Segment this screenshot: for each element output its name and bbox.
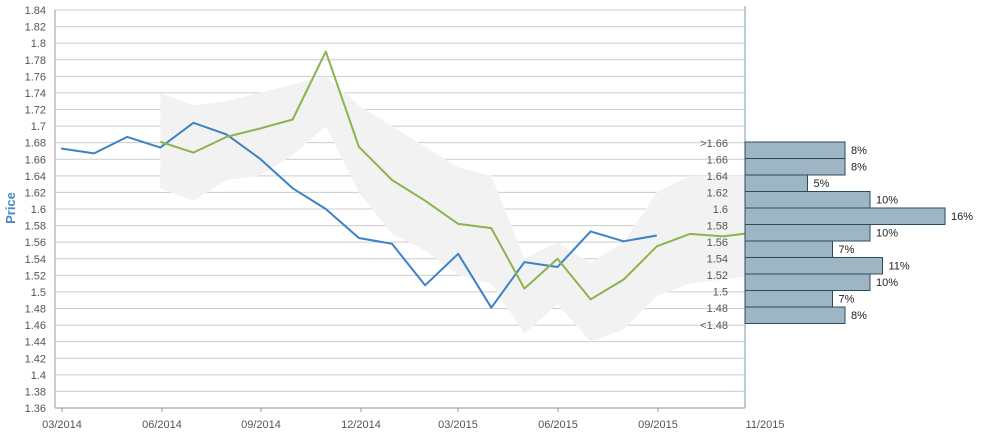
x-tick-labels: 03/2014 06/2014 09/2014 12/2014 03/2015 06/20…: [42, 408, 784, 431]
y-tick-label: 1.78: [25, 55, 46, 67]
y-tick-label: 1.42: [25, 353, 46, 365]
histogram-percent-label: 10%: [876, 195, 898, 207]
y-tick-label: 1.76: [25, 71, 46, 83]
y-tick-label: 1.8: [31, 38, 46, 50]
y-tick-labels: 1.36 1.38 1.4 1.42 1.44 1.46 1.48 1.5 1.52 1.54 1.…: [25, 5, 46, 415]
y-tick-label: 1.52: [25, 270, 46, 282]
y-tick-label: 1.84: [25, 5, 46, 17]
histogram-percent-label: 10%: [876, 277, 898, 289]
x-tick-label: 06/2015: [538, 419, 578, 431]
histogram-percent-label: 11%: [889, 261, 910, 273]
histogram-bar: [744, 207, 946, 225]
y-tick-label: 1.82: [25, 22, 46, 34]
forecast-band-area: [160, 76, 757, 342]
y-axis-label: Price: [3, 192, 18, 224]
y-tick-label: 1.38: [25, 386, 46, 398]
histogram-percent-label: 8%: [851, 310, 867, 322]
histogram-bar: [744, 273, 871, 291]
histogram-bar: [744, 158, 846, 176]
y-tick-label: 1.4: [31, 370, 46, 382]
series-line-2: [159, 50, 757, 301]
y-tick-label: 1.46: [25, 320, 46, 332]
y-tick-label: 1.6: [31, 204, 46, 216]
histogram-bar: [744, 191, 871, 209]
histogram-bin-label: 1.66: [707, 155, 728, 167]
histogram-percent-label: 16%: [951, 211, 973, 223]
histogram-bin-label: 1.48: [707, 303, 728, 315]
histogram-percent-label: 8%: [851, 162, 867, 174]
histogram-bin-label: 1.54: [707, 254, 728, 266]
histogram-percent-label: 7%: [839, 244, 855, 256]
x-tick-label: 09/2014: [241, 419, 281, 431]
histogram-bar: [744, 306, 846, 324]
histogram-percent-label: 10%: [876, 228, 898, 240]
histogram-bar: [744, 240, 833, 258]
y-tick-label: 1.74: [25, 88, 46, 100]
histogram-bin-label: >1.66: [700, 138, 728, 150]
histogram-bar: [744, 174, 808, 192]
x-tick-label: 12/2014: [341, 419, 381, 431]
x-tick-label: 03/2015: [438, 419, 478, 431]
histogram-percent-label: 7%: [839, 294, 855, 306]
y-tick-label: 1.44: [25, 337, 46, 349]
y-tick-label: 1.64: [25, 171, 46, 183]
y-tick-label: 1.72: [25, 105, 46, 117]
y-tick-label: 1.48: [25, 304, 46, 316]
x-tick-label: 09/2015: [638, 419, 678, 431]
histogram-bin-label: 1.64: [707, 171, 728, 183]
histogram-bin-label: 1.5: [713, 287, 728, 299]
y-tick-label: 1.58: [25, 221, 46, 233]
histogram-bar: [744, 257, 883, 275]
forecast-band: [160, 76, 757, 342]
histogram-percent-label: 8%: [851, 145, 867, 157]
y-tick-label: 1.56: [25, 237, 46, 249]
y-tick-label: 1.66: [25, 154, 46, 166]
y-tick-label: 1.5: [31, 287, 46, 299]
histogram-bin-label: 1.6: [713, 204, 728, 216]
histogram-percent-label: 5%: [814, 178, 830, 190]
histogram: >1.66 8% 1.66 8% 1.64 5% 1.62 10% 1.6 16% 1.58 10% 1…: [700, 138, 973, 332]
y-tick-label: 1.62: [25, 187, 46, 199]
histogram-bin-label: 1.56: [707, 237, 728, 249]
series-lines: [60, 50, 757, 309]
histogram-bin-label: <1.48: [700, 320, 728, 332]
x-tick-label: 06/2014: [142, 419, 182, 431]
histogram-bar: [744, 141, 846, 159]
histogram-bar: [744, 290, 833, 308]
histogram-bin-label: 1.62: [707, 188, 728, 200]
histogram-bin-label: 1.58: [707, 221, 728, 233]
y-tick-label: 1.68: [25, 138, 46, 150]
histogram-bin-label: 1.52: [707, 270, 728, 282]
y-tick-label: 1.54: [25, 254, 46, 266]
series-line-1: [60, 121, 657, 309]
x-tick-label: 11/2015: [746, 419, 785, 431]
y-tick-label: 1.36: [25, 403, 46, 415]
histogram-bar: [744, 224, 871, 242]
y-tick-label: 1.7: [31, 121, 46, 133]
x-tick-label: 03/2014: [42, 419, 82, 431]
